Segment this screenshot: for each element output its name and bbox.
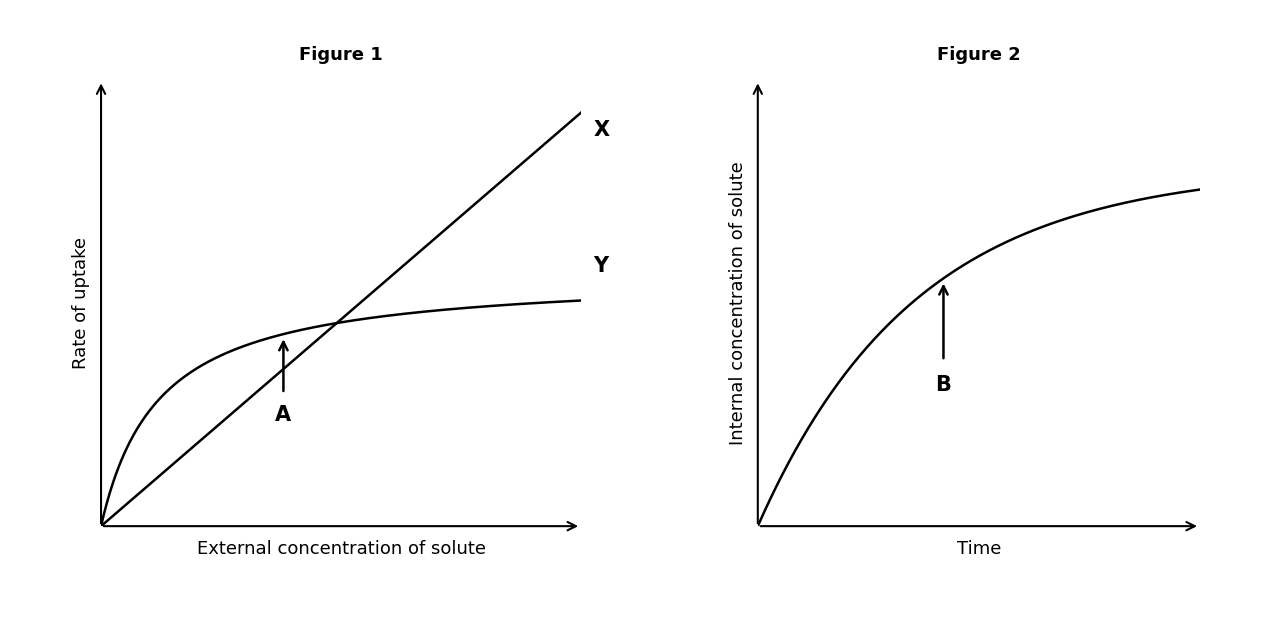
Y-axis label: Rate of uptake: Rate of uptake xyxy=(72,237,90,370)
Text: A: A xyxy=(275,405,292,425)
X-axis label: Time: Time xyxy=(956,540,1002,558)
Title: Figure 1: Figure 1 xyxy=(299,46,383,64)
Text: Y: Y xyxy=(594,256,609,276)
X-axis label: External concentration of solute: External concentration of solute xyxy=(197,540,485,558)
Text: X: X xyxy=(594,120,610,140)
Y-axis label: Internal concentration of solute: Internal concentration of solute xyxy=(729,162,746,445)
Title: Figure 2: Figure 2 xyxy=(937,46,1021,64)
Text: B: B xyxy=(936,375,951,395)
